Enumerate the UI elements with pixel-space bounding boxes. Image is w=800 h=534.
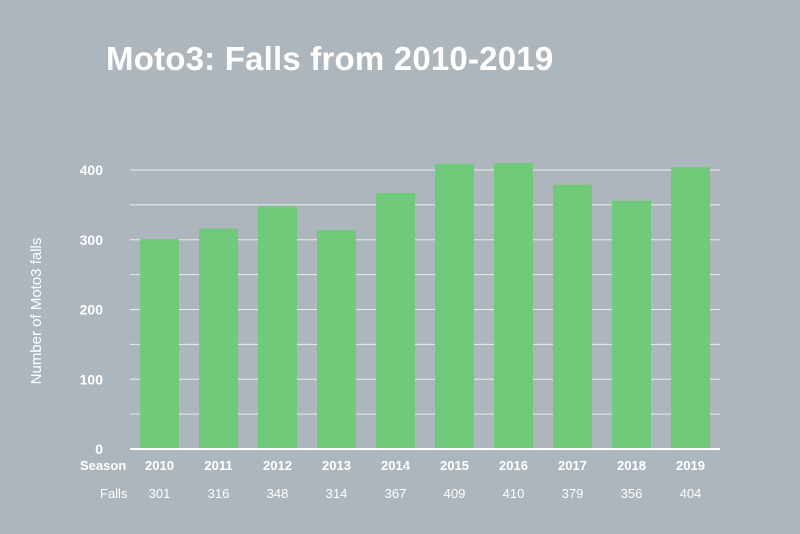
season-label: 2015 (440, 458, 469, 473)
falls-value-label: 348 (267, 486, 289, 501)
bar-2015 (435, 163, 474, 449)
falls-value-label: 379 (562, 486, 584, 501)
y-axis-title: Number of Moto3 falls (28, 238, 45, 385)
bar-2011 (199, 228, 238, 449)
y-tick-label: 300 (80, 232, 104, 248)
falls-row-header: Falls (100, 486, 128, 501)
bar-2013 (317, 229, 356, 449)
bar-2019 (671, 167, 710, 449)
falls-value-label: 409 (444, 486, 466, 501)
falls-value-label: 316 (208, 486, 230, 501)
season-row-header: Season (80, 458, 126, 473)
season-label: 2012 (263, 458, 292, 473)
season-label: 2017 (558, 458, 587, 473)
bars (140, 163, 710, 449)
y-tick-label: 100 (80, 371, 104, 387)
y-tick-label: 200 (80, 302, 104, 318)
falls-value-label: 410 (503, 486, 525, 501)
axes: 0 100 200 300 400 (80, 162, 720, 457)
falls-value-label: 367 (385, 486, 407, 501)
falls-value-label: 356 (621, 486, 643, 501)
bar-2012 (258, 206, 297, 449)
season-label: 2010 (145, 458, 174, 473)
chart-title: Moto3: Falls from 2010-2019 (106, 40, 554, 77)
season-label: 2018 (617, 458, 646, 473)
falls-value-label: 404 (680, 486, 702, 501)
season-label: 2019 (676, 458, 705, 473)
y-tick-label: 0 (95, 441, 103, 457)
category-labels: 2010 301 2011 316 2012 348 2013 314 2014 367 2015 4… (145, 458, 705, 501)
bar-2017 (553, 184, 592, 449)
bar-2018 (612, 200, 651, 449)
bar-2016 (494, 163, 533, 449)
season-label: 2014 (381, 458, 411, 473)
season-label: 2013 (322, 458, 351, 473)
season-label: 2011 (204, 458, 232, 473)
bar-2010 (140, 239, 179, 449)
bar-2014 (376, 193, 415, 449)
season-label: 2016 (499, 458, 528, 473)
falls-value-label: 301 (149, 486, 171, 501)
y-tick-label: 400 (80, 162, 104, 178)
falls-value-label: 314 (326, 486, 348, 501)
